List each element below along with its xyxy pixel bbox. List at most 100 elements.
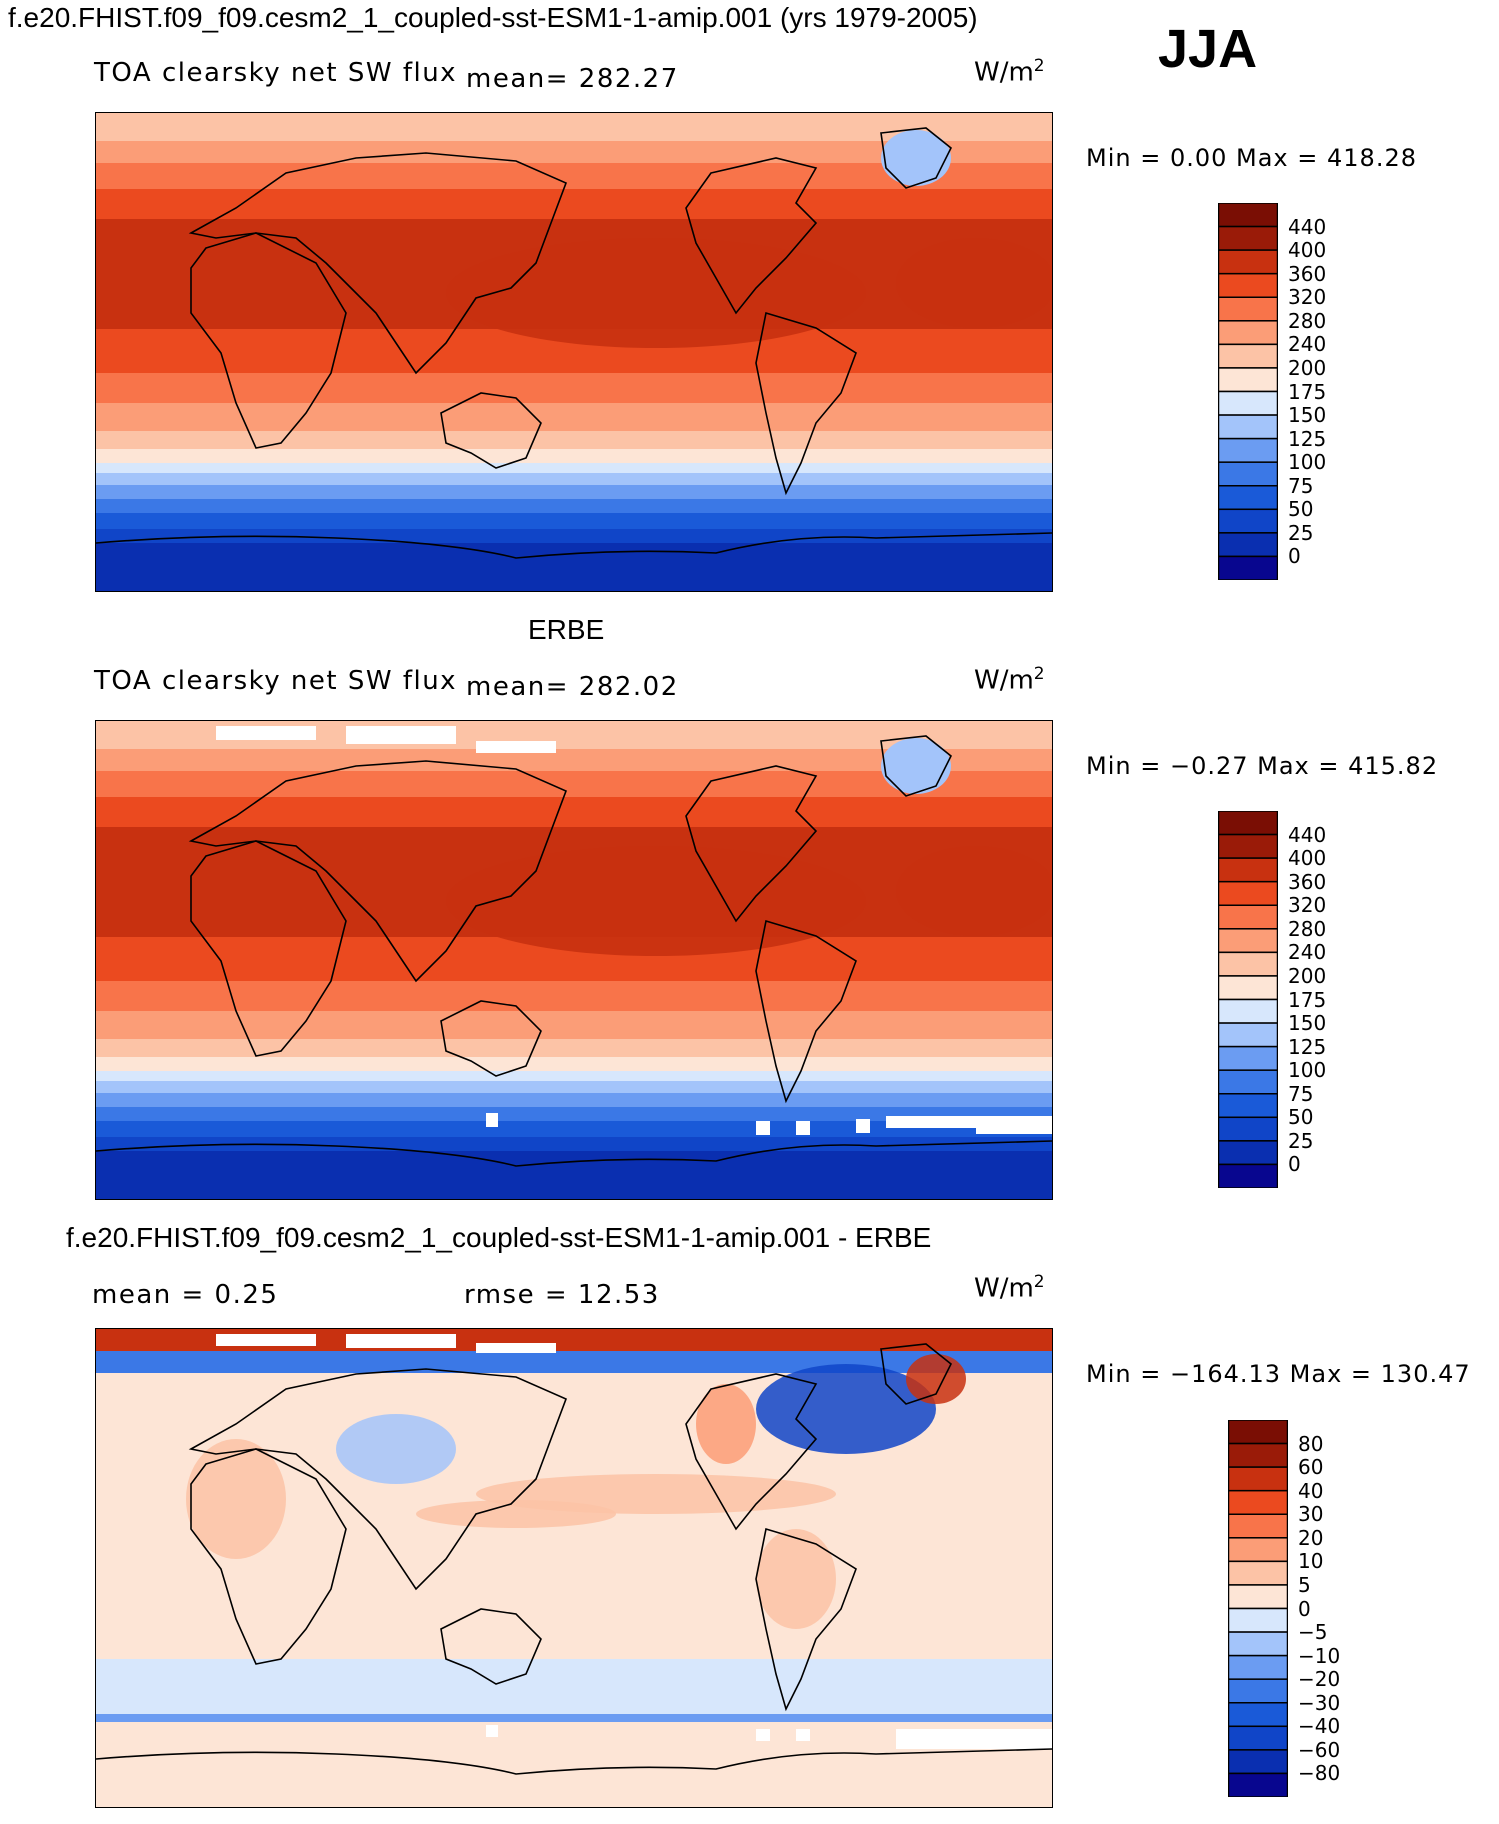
warm-region bbox=[446, 846, 866, 956]
missing-data-patch bbox=[346, 726, 456, 744]
colorbar-tick-label: 100 bbox=[1288, 1058, 1327, 1083]
coastline bbox=[755, 919, 857, 1104]
missing-data-patch bbox=[796, 1121, 810, 1135]
colorbar-tick-label: 360 bbox=[1288, 261, 1327, 286]
panel-1-map bbox=[95, 112, 1053, 592]
colorbar-tick-label: 0 bbox=[1288, 544, 1301, 569]
colorbar-tick-label: 400 bbox=[1288, 238, 1327, 263]
panel-3-minmax: Min = −164.13 Max = 130.47 bbox=[1086, 1360, 1471, 1388]
anomaly-region bbox=[336, 1414, 456, 1484]
colorbar-tick-label: 125 bbox=[1288, 426, 1327, 451]
colorbar-tick-label: 0 bbox=[1298, 1596, 1311, 1621]
colorbar-box bbox=[1217, 390, 1279, 416]
contour-band bbox=[96, 1151, 1052, 1199]
colorbar-box bbox=[1227, 1560, 1289, 1586]
coastline bbox=[188, 760, 568, 983]
colorbar-tick-label: 175 bbox=[1288, 379, 1327, 404]
missing-data-patch bbox=[886, 1116, 976, 1128]
colorbar-tick-label: 60 bbox=[1298, 1455, 1324, 1480]
colorbar-box bbox=[1217, 904, 1279, 930]
colorbar-box bbox=[1217, 1116, 1279, 1142]
panel-3-mean: mean = 0.25 bbox=[92, 1280, 279, 1310]
colorbar-tick-label: 75 bbox=[1288, 1081, 1314, 1106]
colorbar-tick-label: 440 bbox=[1288, 214, 1327, 239]
colorbar-tick-label: −60 bbox=[1298, 1737, 1341, 1762]
warm-region bbox=[896, 238, 1052, 328]
missing-data-patch bbox=[346, 1334, 456, 1348]
colorbar-box bbox=[1217, 272, 1279, 298]
missing-data-patch bbox=[476, 1343, 556, 1353]
coastline bbox=[440, 1000, 542, 1077]
colorbar-tick-label: 240 bbox=[1288, 940, 1327, 965]
coastline bbox=[685, 1373, 818, 1531]
coastline bbox=[440, 392, 542, 469]
colorbar-box bbox=[1217, 225, 1279, 251]
colorbar-box bbox=[1217, 1045, 1279, 1071]
colorbar-boxes bbox=[1227, 1419, 1289, 1798]
contour-band bbox=[96, 749, 1052, 772]
colorbar-box bbox=[1217, 1093, 1279, 1119]
colorbar-box bbox=[1217, 485, 1279, 511]
colorbar-box bbox=[1227, 1607, 1289, 1633]
anomaly-region bbox=[696, 1384, 756, 1464]
colorbar-tick-label: 5 bbox=[1298, 1572, 1311, 1597]
panel-2-contour-map bbox=[96, 721, 1052, 1199]
contour-band bbox=[96, 1137, 1052, 1152]
colorbar-box bbox=[1217, 555, 1279, 581]
colorbar-tick-label: 240 bbox=[1288, 332, 1327, 357]
colorbar-box bbox=[1217, 461, 1279, 487]
colorbar-tick-label: 125 bbox=[1288, 1034, 1327, 1059]
contour-band bbox=[96, 473, 1052, 486]
contour-band bbox=[96, 499, 1052, 514]
coastline bbox=[190, 840, 347, 1057]
colorbar-tick-label: 25 bbox=[1288, 1128, 1314, 1153]
colorbar-tick-label: 320 bbox=[1288, 285, 1327, 310]
panel-3-units: W/m2 bbox=[974, 1272, 1045, 1304]
anomaly-region bbox=[756, 1529, 836, 1629]
missing-data-patch bbox=[486, 1725, 498, 1737]
missing-data-patch bbox=[476, 741, 556, 753]
colorbar-box bbox=[1217, 1140, 1279, 1166]
coastline bbox=[880, 127, 953, 189]
panel-2-mean: mean= 282.02 bbox=[466, 672, 679, 702]
panel-2-minmax: Min = −0.27 Max = 415.82 bbox=[1086, 752, 1439, 780]
colorbar-tick-label: 0 bbox=[1288, 1152, 1301, 1177]
colorbar-tick-label: 75 bbox=[1288, 473, 1314, 498]
panel-1-minmax: Min = 0.00 Max = 418.28 bbox=[1086, 144, 1417, 172]
coastline bbox=[96, 1748, 1052, 1775]
colorbar-box bbox=[1217, 249, 1279, 275]
greenland-ice bbox=[881, 738, 951, 794]
panel-1-contour-map bbox=[96, 113, 1052, 591]
colorbar-tick-label: 175 bbox=[1288, 987, 1327, 1012]
colorbar-box bbox=[1217, 367, 1279, 393]
contour-band bbox=[96, 141, 1052, 164]
colorbar-box bbox=[1227, 1489, 1289, 1515]
contour-band bbox=[96, 1329, 1052, 1351]
contour-band bbox=[96, 529, 1052, 544]
anomaly-region bbox=[906, 1354, 966, 1404]
missing-data-patch bbox=[976, 1116, 1052, 1134]
colorbar-box bbox=[1227, 1654, 1289, 1680]
contour-band bbox=[96, 1011, 1052, 1040]
colorbar-box bbox=[1217, 508, 1279, 534]
anomaly-region bbox=[416, 1500, 616, 1528]
anomaly-region bbox=[186, 1439, 286, 1559]
colorbar-tick-label: 360 bbox=[1288, 869, 1327, 894]
colorbar-box bbox=[1227, 1749, 1289, 1775]
panel-1-colorbar: 440 400 360 320 280 240 200 175 150 125 100 75 50 25 0 bbox=[1217, 202, 1326, 581]
panel-3-contour-map bbox=[96, 1329, 1052, 1807]
coastline bbox=[880, 735, 953, 797]
missing-data-patch bbox=[756, 1121, 770, 1135]
contour-band bbox=[96, 431, 1052, 450]
colorbar-box bbox=[1227, 1702, 1289, 1728]
warm-region bbox=[896, 846, 1052, 936]
contour-band bbox=[96, 1057, 1052, 1072]
contour-band bbox=[96, 1714, 1052, 1722]
colorbar-tick-label: 50 bbox=[1288, 1105, 1314, 1130]
coastline bbox=[188, 1368, 568, 1591]
colorbar-tick-label: 200 bbox=[1288, 355, 1327, 380]
panel-2-map bbox=[95, 720, 1053, 1200]
colorbar-box bbox=[1217, 414, 1279, 440]
colorbar-box bbox=[1227, 1466, 1289, 1492]
coastline bbox=[880, 1343, 953, 1405]
